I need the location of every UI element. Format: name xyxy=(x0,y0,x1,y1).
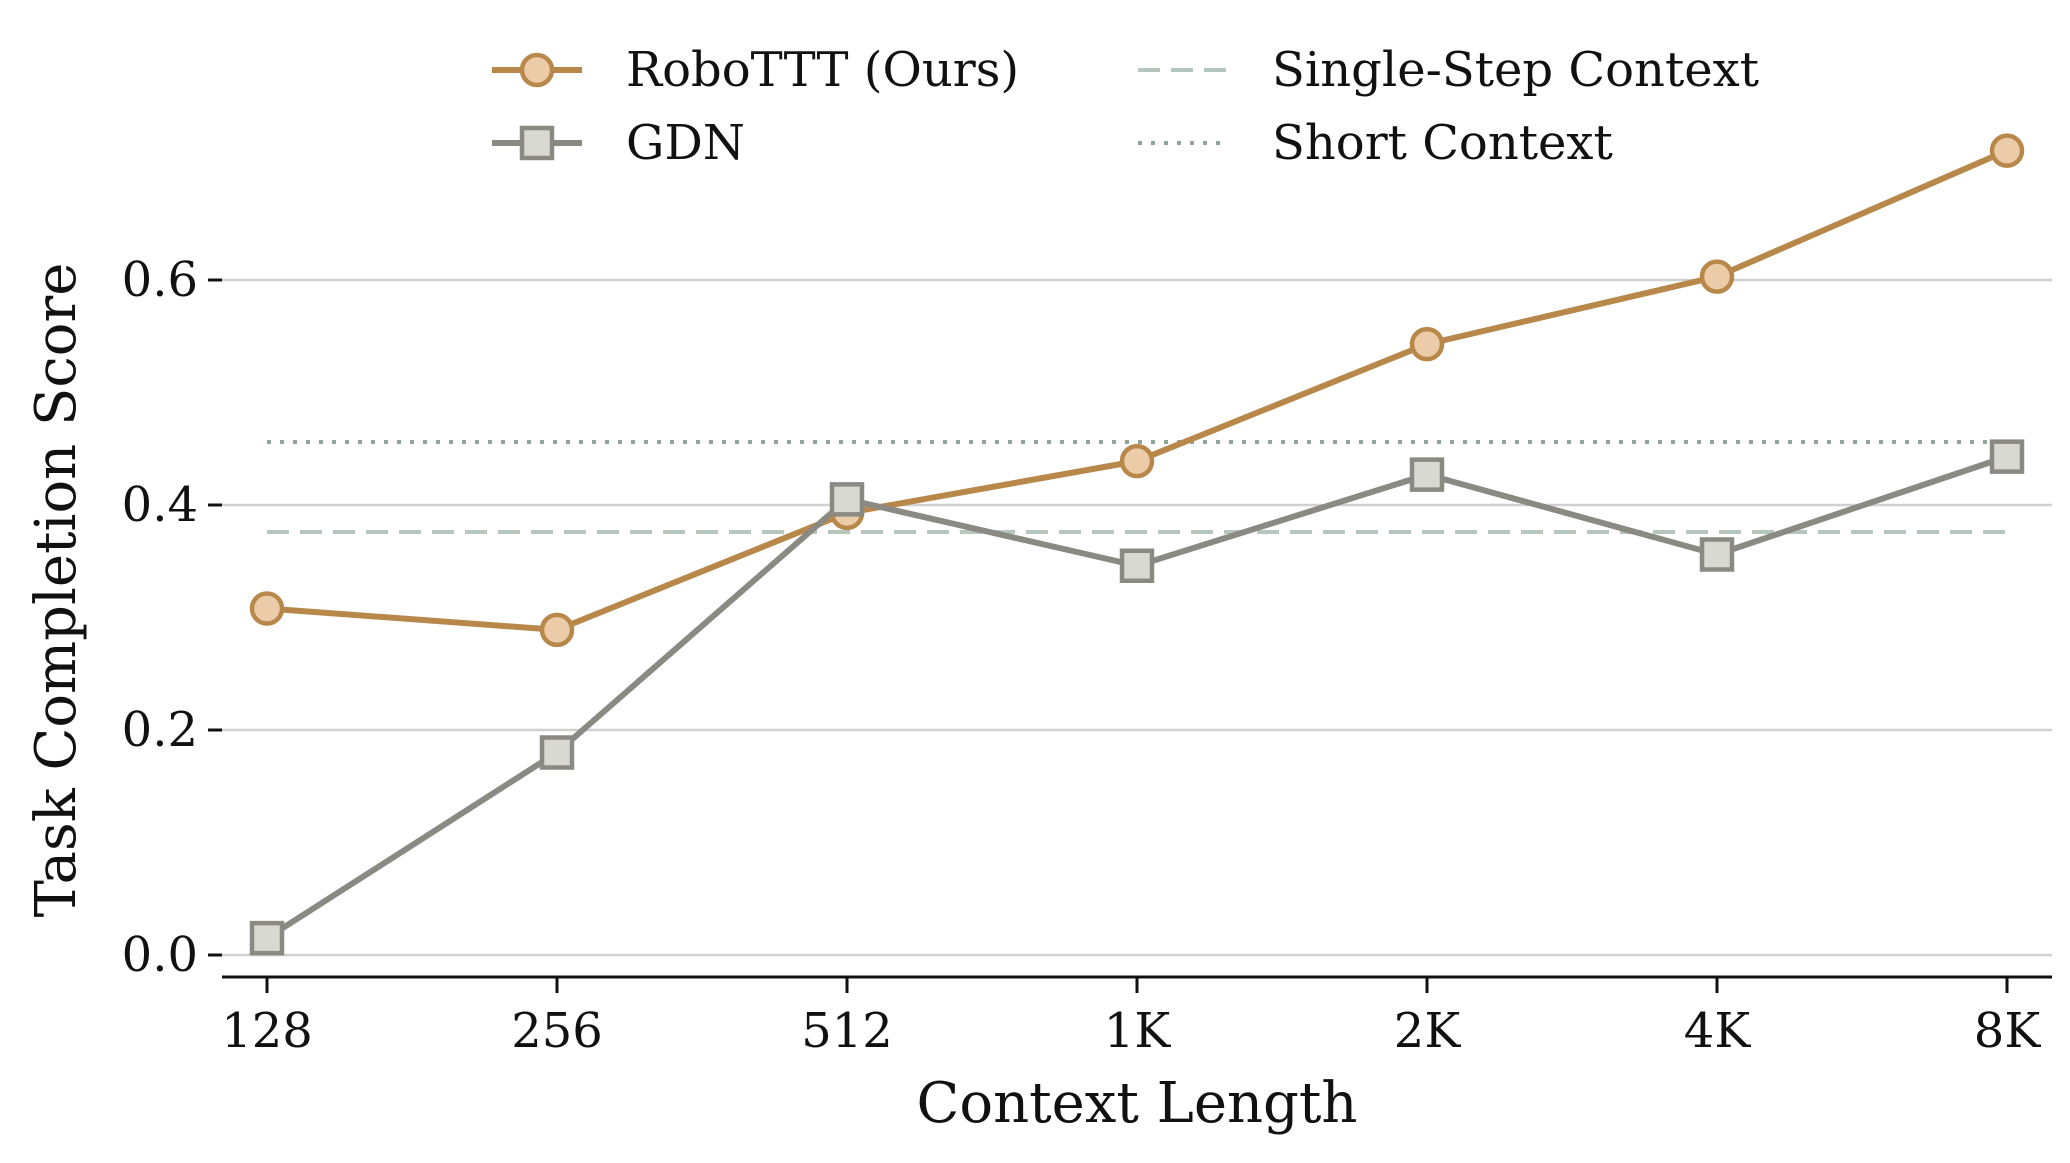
legend-label-2: Single-Step Context xyxy=(1272,42,1759,98)
series-1-point-3 xyxy=(1119,548,1155,583)
legend: RoboTTT (Ours) GDN Single-Step Context Shor… xyxy=(492,42,1759,171)
legend-label-3: Short Context xyxy=(1272,115,1613,171)
series-0-point-5 xyxy=(1699,259,1735,294)
y-axis-title: Task Completion Score xyxy=(24,263,89,918)
series-1-point-4 xyxy=(1409,457,1445,492)
series-1-point-5 xyxy=(1699,537,1735,572)
x-axis-title: Context Length xyxy=(917,1071,1358,1136)
series-0-point-0 xyxy=(249,591,285,626)
gridlines xyxy=(222,278,2052,957)
x-tick-label-5: 4K xyxy=(1684,1003,1752,1059)
legend-marker-0 xyxy=(519,52,555,88)
x-tick-label-4: 2K xyxy=(1394,1003,1462,1059)
series-1-point-0 xyxy=(249,920,285,956)
legend-label-1: GDN xyxy=(626,115,745,171)
y-tick-label-2: 0.4 xyxy=(122,477,198,533)
reference-lines xyxy=(267,440,2007,534)
series-line-1 xyxy=(265,453,2008,941)
y-tick-label-0: 0.0 xyxy=(122,927,198,983)
series-1-point-6 xyxy=(1989,439,2025,474)
x-ticks: 128 256 512 1K 2K 4K 8K xyxy=(221,977,2041,1059)
y-tick-label-3: 0.6 xyxy=(122,252,198,308)
series-0-point-3 xyxy=(1119,443,1155,479)
series-1-point-2 xyxy=(829,482,865,517)
x-tick-label-1: 256 xyxy=(511,1003,603,1059)
x-tick-label-0: 128 xyxy=(221,1003,313,1059)
x-tick-label-6: 8K xyxy=(1974,1003,2042,1059)
legend-marker-1 xyxy=(519,125,555,161)
legend-label-0: RoboTTT (Ours) xyxy=(626,42,1019,98)
y-ticks: 0.0 0.2 0.4 0.6 xyxy=(122,252,222,983)
x-tick-label-2: 512 xyxy=(801,1003,893,1059)
y-tick-label-1: 0.2 xyxy=(122,702,198,758)
series-0-point-4 xyxy=(1409,326,1445,362)
series-0-point-6 xyxy=(1989,133,2025,168)
series xyxy=(249,133,2025,956)
series-1-point-1 xyxy=(539,735,575,770)
x-tick-label-3: 1K xyxy=(1104,1003,1172,1059)
series-0-point-1 xyxy=(539,612,575,648)
